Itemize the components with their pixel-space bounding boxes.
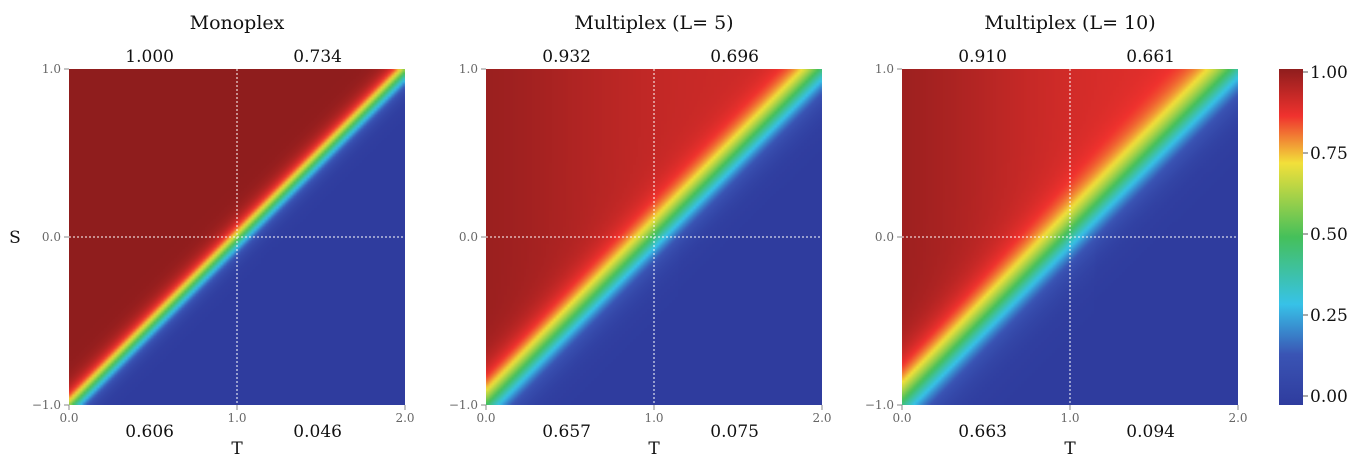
- panels: Monoplex 1.000 0.734 0.606 0.046 0.0 1.0 2.0 T −1…: [9, 12, 1247, 455]
- x-tick-label: 1.0: [227, 411, 246, 425]
- colorbar-tick-label: 0.00: [1310, 387, 1347, 407]
- y-tick-label: 0.0: [42, 230, 61, 244]
- quadrant-value-top-left: 1.000: [125, 47, 174, 67]
- heatmap-panel-3: Multiplex (L= 10) 0.910 0.661 0.663 0.094 0.0…: [865, 12, 1248, 455]
- panel-title: Monoplex: [190, 12, 285, 34]
- x-axis-label: T: [648, 439, 660, 455]
- y-tick-label: 1.0: [459, 62, 478, 76]
- colorbar-tick-label: 0.75: [1310, 144, 1347, 164]
- y-tick-label: 0.0: [875, 230, 894, 244]
- quadrant-value-top-right: 0.734: [293, 47, 342, 67]
- colorbar-tick-label: 1.00: [1310, 63, 1347, 83]
- quadrant-value-bottom-left: 0.606: [125, 422, 174, 442]
- quadrant-value-bottom-left: 0.663: [958, 422, 1007, 442]
- y-tick-label: 1.0: [875, 62, 894, 76]
- y-tick-label: 1.0: [42, 62, 61, 76]
- panel-title: Multiplex (L= 5): [574, 12, 733, 34]
- quadrant-value-top-right: 0.696: [710, 47, 759, 67]
- quadrant-value-top-right: 0.661: [1126, 47, 1175, 67]
- x-tick-label: 1.0: [1060, 411, 1079, 425]
- colorbar-tick-label: 0.50: [1310, 225, 1347, 245]
- quadrant-value-top-left: 0.932: [542, 47, 591, 67]
- heatmap-panel-2: Multiplex (L= 5) 0.932 0.696 0.657 0.075 0.0 1…: [449, 12, 832, 455]
- quadrant-value-top-left: 0.910: [958, 47, 1007, 67]
- y-tick-label: −1.0: [865, 398, 894, 412]
- x-tick-label: 2.0: [395, 411, 414, 425]
- x-tick-label: 0.0: [59, 411, 78, 425]
- x-tick-label: 2.0: [1228, 411, 1247, 425]
- y-tick-label: 0.0: [459, 230, 478, 244]
- x-axis-label: T: [231, 439, 243, 455]
- colorbar-gradient: [1279, 69, 1303, 405]
- y-tick-label: −1.0: [32, 398, 61, 412]
- quadrant-value-bottom-right: 0.046: [293, 422, 342, 442]
- x-tick-label: 0.0: [476, 411, 495, 425]
- colorbar-ticks: 0.00 0.25 0.50 0.75 1.00: [1303, 63, 1347, 407]
- colorbar: 0.00 0.25 0.50 0.75 1.00: [1279, 63, 1347, 407]
- y-tick-label: −1.0: [449, 398, 478, 412]
- x-axis-label: T: [1064, 439, 1076, 455]
- colorbar-tick-label: 0.25: [1310, 306, 1347, 326]
- quadrant-value-bottom-right: 0.075: [710, 422, 759, 442]
- x-tick-label: 2.0: [812, 411, 831, 425]
- x-tick-label: 1.0: [644, 411, 663, 425]
- y-axis-label: S: [9, 228, 21, 248]
- panel-title: Multiplex (L= 10): [984, 12, 1155, 34]
- quadrant-value-bottom-right: 0.094: [1126, 422, 1175, 442]
- heatmap-panel-1: Monoplex 1.000 0.734 0.606 0.046 0.0 1.0 2.0 T −1…: [9, 12, 414, 455]
- quadrant-value-bottom-left: 0.657: [542, 422, 591, 442]
- x-tick-label: 0.0: [892, 411, 911, 425]
